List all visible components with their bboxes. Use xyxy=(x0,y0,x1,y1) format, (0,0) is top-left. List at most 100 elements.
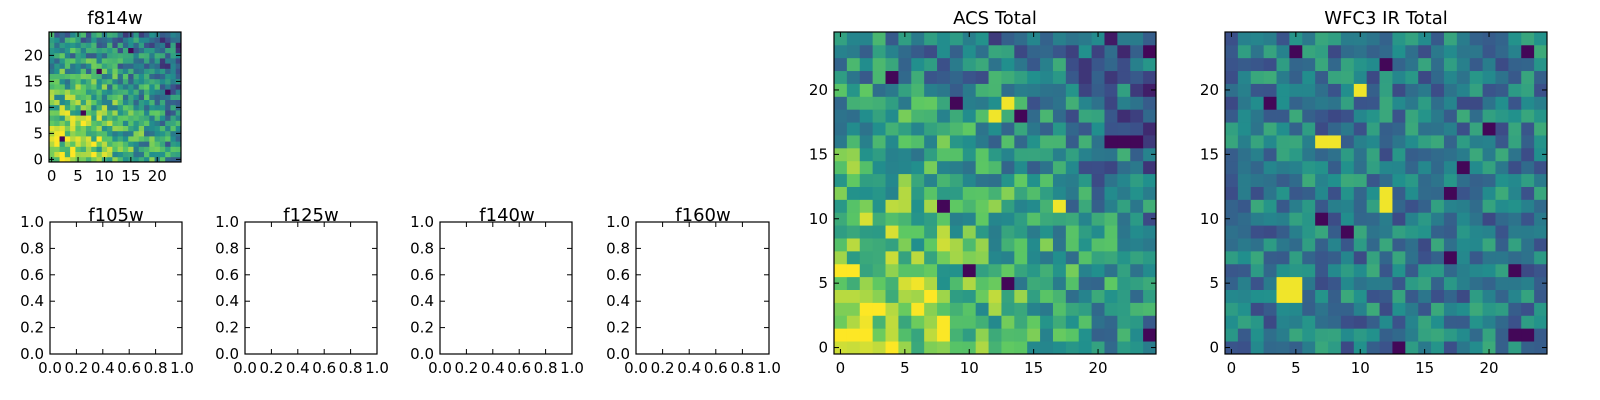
f814w-xtick-label: 10 xyxy=(95,167,114,185)
acs-cell xyxy=(937,160,951,175)
wfc3-cell xyxy=(1340,160,1355,175)
wfc3-cell xyxy=(1302,263,1316,278)
wfc3-cell xyxy=(1534,135,1548,149)
acs-cell xyxy=(1078,57,1092,72)
acs-cell xyxy=(1117,238,1131,252)
acs-cell xyxy=(1104,70,1118,84)
wfc3-cell xyxy=(1263,32,1277,46)
f814w-cell xyxy=(112,136,119,142)
wfc3-cell xyxy=(1328,199,1342,213)
f814w-cell xyxy=(107,115,113,121)
acs-cell xyxy=(1091,135,1105,149)
wfc3-cell xyxy=(1405,328,1419,342)
acs-cell xyxy=(872,341,886,355)
wfc3-cell xyxy=(1431,199,1445,213)
wfc3-cell xyxy=(1431,250,1445,265)
acs-cell xyxy=(872,135,886,149)
wfc3-cell xyxy=(1508,341,1522,355)
wfc3-cell xyxy=(1302,225,1316,239)
wfc3-cell xyxy=(1225,122,1239,136)
acs-cell xyxy=(885,341,899,355)
acs-cell xyxy=(1040,70,1054,84)
wfc3-cell xyxy=(1482,160,1496,175)
f814w-cell xyxy=(149,120,155,126)
f140w-ytick-label: 0.4 xyxy=(410,292,434,310)
f814w-cell xyxy=(85,130,92,137)
acs-cell xyxy=(949,328,964,342)
acs-cell xyxy=(834,32,848,46)
wfc3-cell xyxy=(1418,328,1432,342)
wfc3-cell xyxy=(1353,83,1368,97)
f814w-cell xyxy=(170,78,177,85)
acs-cell xyxy=(1014,302,1028,316)
acs-cell xyxy=(834,225,848,239)
acs-cell xyxy=(1027,122,1041,136)
acs-cell xyxy=(1078,83,1092,97)
wfc3-cell xyxy=(1392,186,1406,200)
f814w-cell xyxy=(101,99,108,106)
wfc3-cell xyxy=(1379,122,1393,136)
wfc3-cell xyxy=(1250,57,1265,72)
f105w-xtick-label: 1.0 xyxy=(170,359,194,377)
acs-cell xyxy=(1027,341,1041,355)
wfc3-ir-total-title: WFC3 IR Total xyxy=(1324,8,1447,29)
wfc3-cell xyxy=(1392,160,1406,175)
wfc3-cell xyxy=(1379,173,1393,187)
acs-cell xyxy=(988,96,1002,110)
wfc3-cell xyxy=(1353,57,1368,72)
f814w-cell xyxy=(59,136,66,142)
wfc3-cell xyxy=(1405,212,1419,226)
wfc3-cell xyxy=(1495,135,1509,149)
acs-cell xyxy=(1001,341,1015,355)
acs-cell xyxy=(1014,96,1028,110)
wfc3-cell xyxy=(1379,147,1393,162)
wfc3-cell xyxy=(1289,160,1303,175)
wfc3-xtick-label: 5 xyxy=(1291,359,1301,377)
wfc3-cell xyxy=(1379,83,1393,97)
acs-cell xyxy=(1014,225,1028,239)
acs-cell xyxy=(1065,96,1080,110)
f814w-cell xyxy=(144,125,150,132)
wfc3-cell xyxy=(1328,32,1342,46)
f814w-ytick-label: 0 xyxy=(33,150,43,168)
f814w-cell xyxy=(133,63,140,69)
f814w-cell xyxy=(112,151,119,158)
wfc3-cell xyxy=(1328,135,1342,149)
f814w-cell xyxy=(49,73,55,80)
f814w-cell xyxy=(159,89,166,95)
wfc3-cell xyxy=(1315,250,1329,265)
f814w-cell xyxy=(175,115,182,121)
acs-cell xyxy=(1014,186,1028,200)
f814w-cell xyxy=(70,146,76,152)
wfc3-cell xyxy=(1431,328,1445,342)
f814w-cell xyxy=(80,89,87,95)
wfc3-cell xyxy=(1328,96,1342,110)
f814w-cell xyxy=(96,68,103,74)
wfc3-cell xyxy=(1328,44,1342,59)
acs-cell xyxy=(1091,289,1105,303)
f814w-cell xyxy=(96,58,103,64)
wfc3-cell xyxy=(1405,173,1419,187)
wfc3-cell xyxy=(1289,341,1303,355)
wfc3-cell xyxy=(1469,328,1483,342)
f814w-cell xyxy=(165,63,171,69)
f125w-ytick-label: 0.4 xyxy=(215,292,239,310)
f814w-cell xyxy=(122,151,129,158)
wfc3-ytick-label: 15 xyxy=(1200,145,1219,163)
acs-cell xyxy=(885,238,899,252)
wfc3-cell xyxy=(1456,289,1471,303)
f814w-cell xyxy=(64,104,71,111)
acs-cell xyxy=(898,225,912,239)
f814w-cell xyxy=(128,68,134,74)
f814w-cell xyxy=(75,84,82,90)
f814w-cell xyxy=(133,52,140,59)
f814w-cell xyxy=(85,68,92,74)
f814w-cell xyxy=(154,94,161,100)
wfc3-cell xyxy=(1237,147,1252,162)
f814w-cell xyxy=(117,32,124,38)
acs-cell xyxy=(1052,225,1067,239)
acs-cell xyxy=(1078,302,1092,316)
wfc3-cell xyxy=(1276,96,1290,110)
wfc3-cell xyxy=(1469,160,1483,175)
f814w-cell xyxy=(128,146,134,152)
